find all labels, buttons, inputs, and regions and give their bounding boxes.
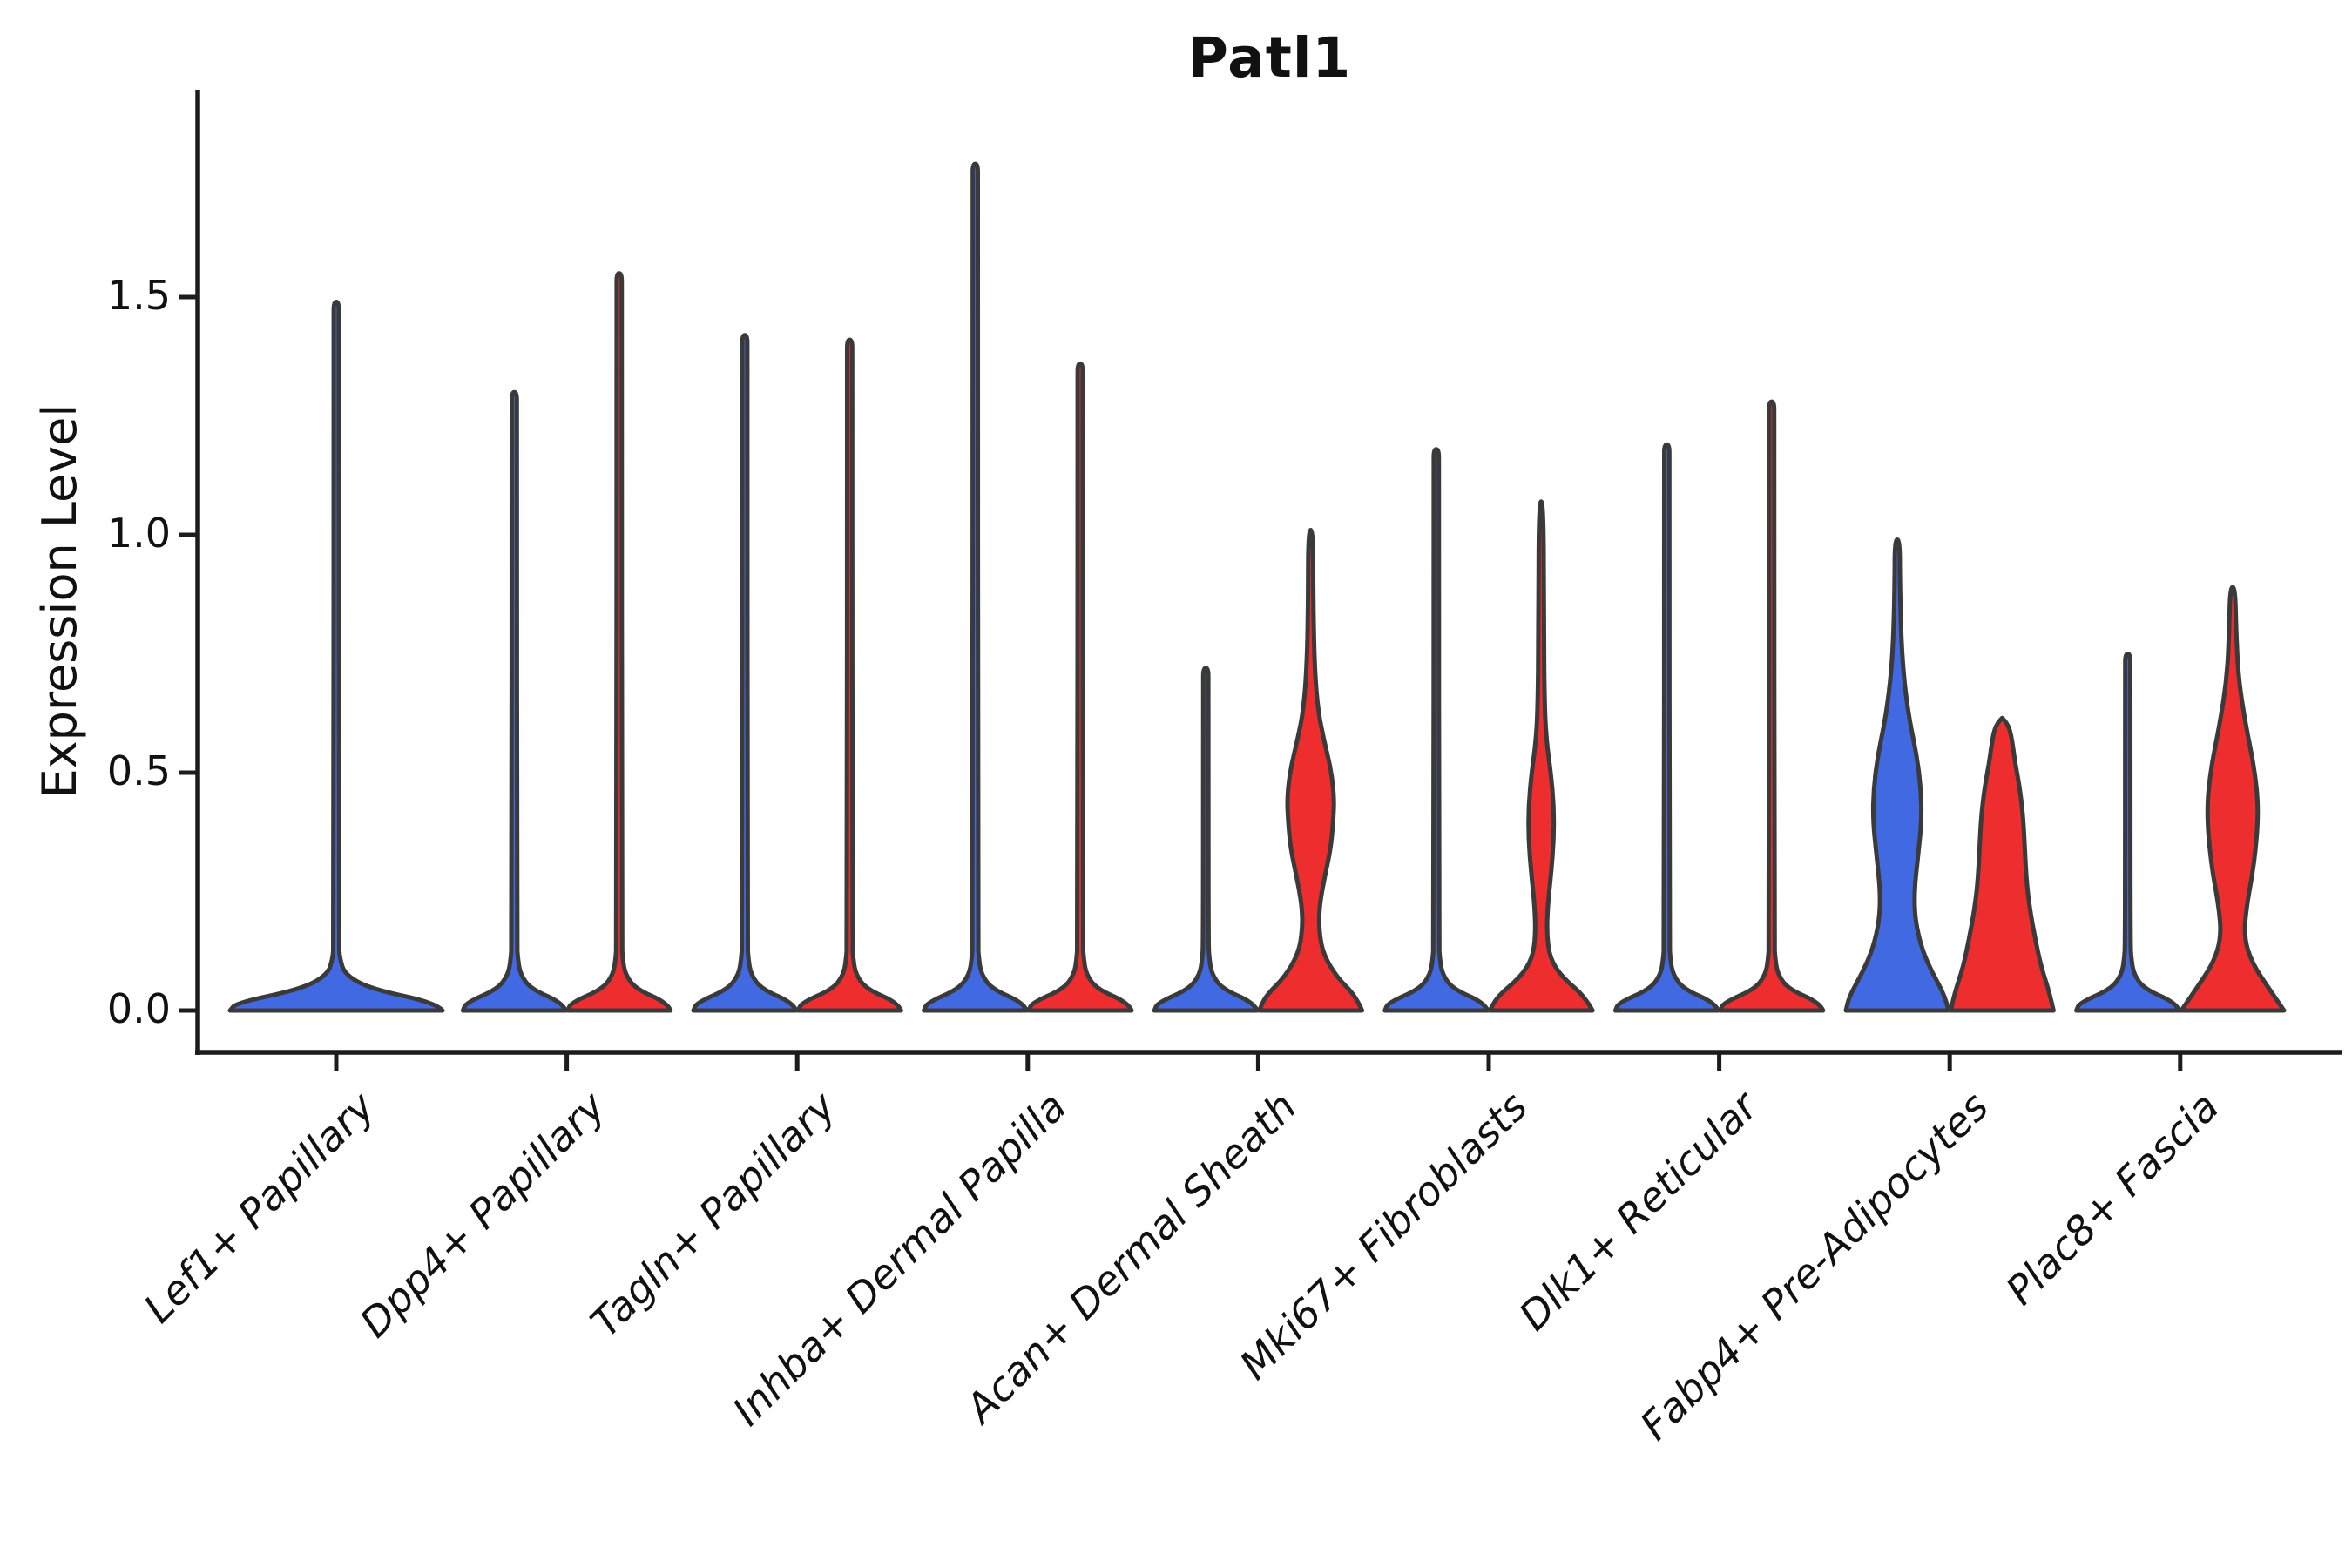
violin-inhba-group-2[interactable] [1026, 361, 1134, 1013]
violin-mki67-group-2[interactable] [1487, 499, 1595, 1013]
violin-fabp4-group-1[interactable] [1843, 537, 1951, 1013]
y-tick-label: 1.5 [106, 271, 171, 319]
violin-acan-group-1[interactable] [1152, 666, 1260, 1013]
violin-acan-group-2[interactable] [1257, 528, 1365, 1013]
violin-dlk1-group-2[interactable] [1718, 399, 1826, 1013]
violin-dpp4-group-1[interactable] [460, 389, 568, 1013]
y-tick-label: 1.0 [106, 509, 171, 557]
y-tick-label: 0.5 [106, 747, 171, 794]
violin-mki67-group-1[interactable] [1382, 447, 1490, 1013]
violin-plac8-group-1[interactable] [2074, 652, 2182, 1013]
y-tick-label: 0.0 [106, 984, 171, 1032]
violin-lef1-group-1[interactable] [227, 300, 445, 1013]
chart-title: Patl1 [1187, 26, 1352, 90]
violin-fabp4-group-2[interactable] [1948, 715, 2056, 1013]
violin-dlk1-group-1[interactable] [1612, 442, 1720, 1013]
violin-plac8-group-2[interactable] [2179, 585, 2287, 1013]
violin-dpp4-group-2[interactable] [565, 271, 673, 1013]
violin-inhba-group-1[interactable] [922, 161, 1030, 1013]
violin-tagln-group-2[interactable] [795, 337, 903, 1013]
violin-tagln-group-1[interactable] [691, 333, 799, 1013]
